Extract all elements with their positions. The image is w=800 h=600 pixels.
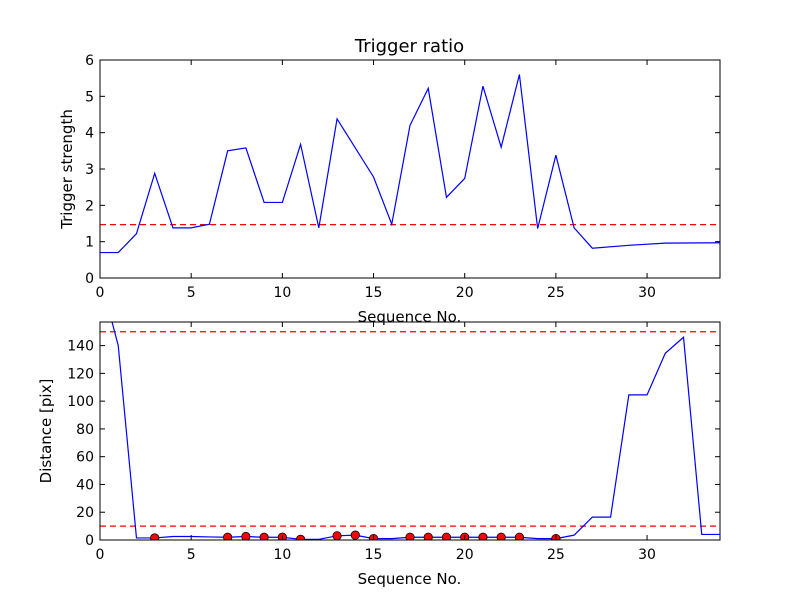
data-marker	[332, 531, 342, 540]
x-tick-label: 10	[273, 547, 291, 563]
top-panel: Trigger ratio Sequence No. Trigger stren…	[58, 36, 721, 326]
bottom-y-axis-label: Distance [pix]	[37, 379, 55, 484]
y-tick-label: 120	[67, 366, 94, 382]
y-tick-label: 40	[76, 477, 94, 493]
data-marker	[259, 532, 269, 540]
data-marker	[241, 531, 251, 540]
y-tick-label: 20	[76, 505, 94, 521]
data-marker	[514, 532, 525, 540]
x-tick-label: 10	[273, 285, 291, 301]
data-marker	[478, 532, 488, 540]
x-tick-label: 20	[456, 285, 474, 301]
data-marker	[441, 532, 452, 540]
top-y-axis-label: Trigger strength	[58, 109, 76, 230]
x-tick-label: 30	[638, 547, 656, 563]
x-tick-label: 20	[456, 547, 474, 563]
y-tick-label: 60	[76, 450, 94, 466]
x-tick-label: 5	[187, 547, 196, 563]
y-tick-label: 140	[67, 339, 94, 355]
data-marker	[350, 530, 360, 540]
data-marker	[295, 534, 306, 540]
x-tick-label: 30	[638, 285, 656, 301]
y-tick-label: 0	[85, 533, 94, 549]
x-tick-label: 25	[547, 285, 565, 301]
x-tick-label: 15	[365, 547, 383, 563]
data-marker	[223, 532, 233, 540]
x-tick-label: 15	[365, 285, 383, 301]
y-tick-label: 0	[85, 271, 94, 287]
data-marker	[496, 532, 506, 540]
y-tick-label: 2	[85, 198, 94, 214]
series-line-0	[100, 74, 720, 254]
y-tick-label: 100	[67, 394, 94, 410]
y-tick-label: 5	[85, 89, 94, 105]
plot-area	[100, 74, 720, 254]
y-tick-label: 3	[85, 162, 94, 178]
data-marker	[423, 532, 433, 540]
x-tick-label: 0	[96, 285, 105, 301]
data-marker	[405, 532, 415, 540]
plot-frame	[99, 321, 721, 541]
x-tick-label: 0	[96, 547, 105, 563]
x-tick-label: 25	[547, 547, 565, 563]
x-tick-label: 5	[187, 285, 196, 301]
top-chart-title: Trigger ratio	[354, 36, 464, 57]
y-tick-label: 1	[85, 235, 94, 251]
y-tick-label: 4	[85, 126, 94, 142]
plot-area	[100, 322, 720, 540]
y-tick-label: 6	[85, 53, 94, 69]
bottom-panel: Sequence No. Distance [pix] 0 5 10 15 20 25 30…	[37, 321, 721, 588]
y-tick-label: 80	[76, 422, 94, 438]
bottom-x-axis-label: Sequence No.	[358, 570, 462, 588]
data-marker	[150, 533, 160, 540]
